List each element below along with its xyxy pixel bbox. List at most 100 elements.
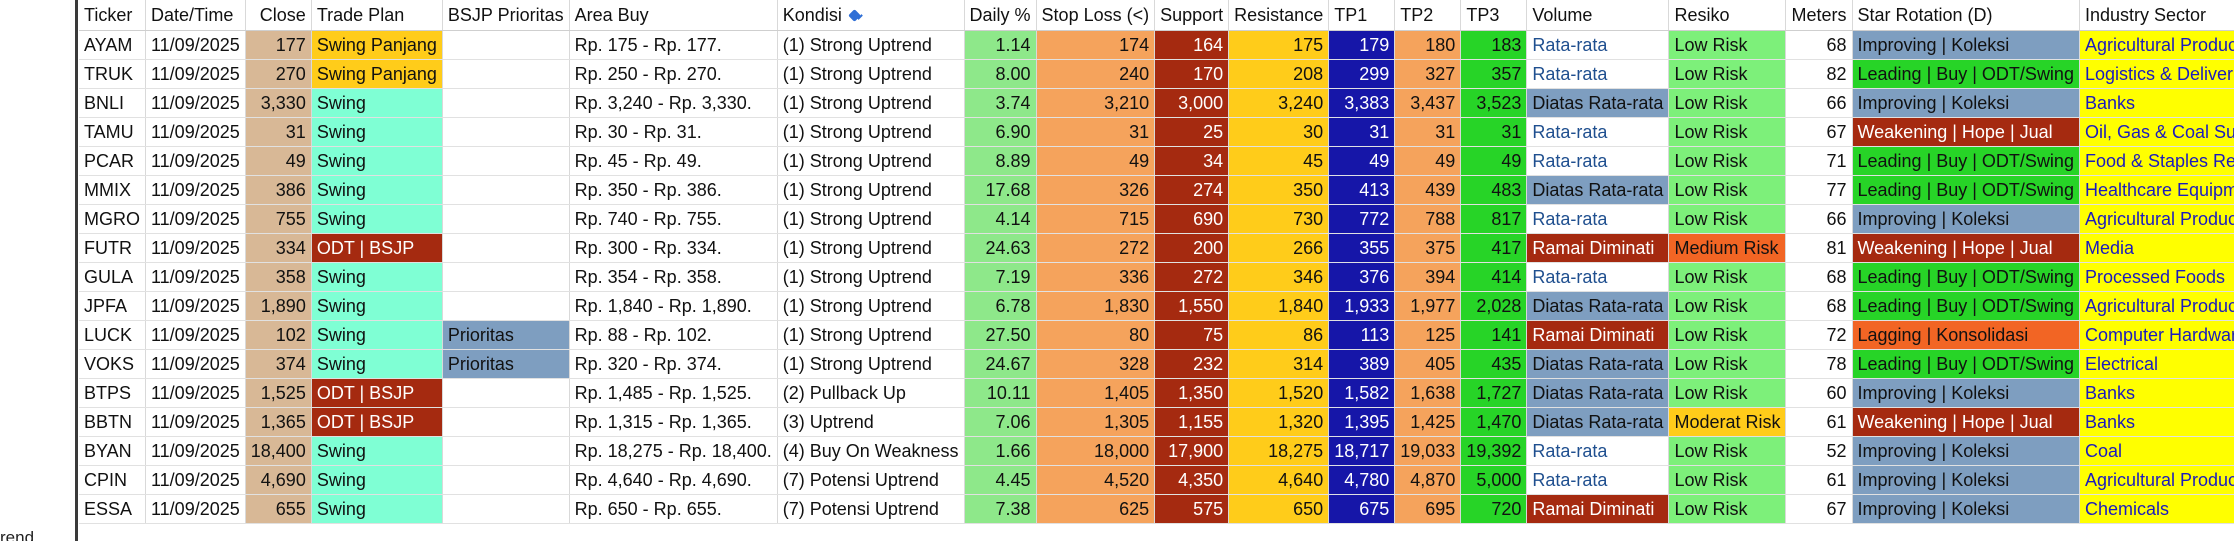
ticker[interactable]: BYAN <box>79 436 146 466</box>
trade-plan-cell[interactable]: Swing <box>311 320 443 350</box>
resiko-cell[interactable]: Low Risk <box>1668 59 1787 89</box>
resiko-cell[interactable]: Moderat Risk <box>1668 407 1787 437</box>
area-buy-cell[interactable]: Rp. 175 - Rp. 177. <box>569 30 778 60</box>
tp1-cell[interactable]: 413 <box>1328 175 1396 205</box>
pane-divider[interactable] <box>75 0 78 541</box>
area-buy-cell[interactable]: Rp. 300 - Rp. 334. <box>569 233 778 263</box>
industry-sector-cell[interactable]: Oil, Gas & Coal Supp <box>2079 117 2234 147</box>
support-cell[interactable]: 170 <box>1154 59 1230 89</box>
star-rotation-cell[interactable]: Improving | Koleksi <box>1852 30 2080 60</box>
column-header-volume[interactable]: Volume <box>1526 0 1670 31</box>
resiko-cell[interactable]: Medium Risk <box>1668 233 1787 263</box>
column-header-industry-sector[interactable]: Industry Sector <box>2079 0 2234 31</box>
table-row[interactable]: JPFA 11/09/2025 1,890 Swing Rp. 1,840 - Rp. … <box>79 291 2234 321</box>
daily-pct-cell[interactable]: 3.74 <box>964 88 1037 118</box>
tp3-cell[interactable]: 817 <box>1460 204 1528 234</box>
volume-cell[interactable]: Diatas Rata-rata <box>1526 349 1670 379</box>
ticker[interactable]: BTPS <box>79 378 146 408</box>
tp1-cell[interactable]: 18,717 <box>1328 436 1396 466</box>
industry-sector-cell[interactable]: Banks <box>2079 378 2234 408</box>
tp2-cell[interactable]: 394 <box>1394 262 1462 292</box>
table-row[interactable]: CPIN 11/09/2025 4,690 Swing Rp. 4,640 - Rp. … <box>79 465 2234 495</box>
table-row[interactable]: PCAR 11/09/2025 49 Swing Rp. 45 - Rp. 49. (1)… <box>79 146 2234 176</box>
resistance-cell[interactable]: 314 <box>1228 349 1330 379</box>
close-cell[interactable]: 334 <box>245 233 312 263</box>
bsjp-cell[interactable] <box>442 117 570 147</box>
stop-loss-cell[interactable]: 272 <box>1036 233 1156 263</box>
table-row[interactable]: ESSA 11/09/2025 655 Swing Rp. 650 - Rp. 655.… <box>79 494 2234 524</box>
area-buy-cell[interactable]: Rp. 18,275 - Rp. 18,400. <box>569 436 778 466</box>
ticker[interactable]: ESSA <box>79 494 146 524</box>
meters-cell[interactable]: 61 <box>1785 407 1853 437</box>
meters-cell[interactable]: 68 <box>1785 262 1853 292</box>
date-cell[interactable]: 11/09/2025 <box>145 291 246 321</box>
kondisi-cell[interactable]: (1) Strong Uptrend <box>777 175 965 205</box>
column-header-ticker[interactable]: Ticker <box>79 0 146 31</box>
tp2-cell[interactable]: 49 <box>1394 146 1462 176</box>
daily-pct-cell[interactable]: 7.19 <box>964 262 1037 292</box>
stop-loss-cell[interactable]: 1,830 <box>1036 291 1156 321</box>
tp3-cell[interactable]: 720 <box>1460 494 1528 524</box>
stop-loss-cell[interactable]: 80 <box>1036 320 1156 350</box>
resistance-cell[interactable]: 86 <box>1228 320 1330 350</box>
tp1-cell[interactable]: 113 <box>1328 320 1396 350</box>
bsjp-cell[interactable] <box>442 146 570 176</box>
bsjp-cell[interactable] <box>442 436 570 466</box>
kondisi-cell[interactable]: (1) Strong Uptrend <box>777 88 965 118</box>
stop-loss-cell[interactable]: 1,405 <box>1036 378 1156 408</box>
area-buy-cell[interactable]: Rp. 30 - Rp. 31. <box>569 117 778 147</box>
volume-cell[interactable]: Rata-rata <box>1526 436 1670 466</box>
kondisi-cell[interactable]: (1) Strong Uptrend <box>777 146 965 176</box>
close-cell[interactable]: 270 <box>245 59 312 89</box>
table-row[interactable]: BYAN 11/09/2025 18,400 Swing Rp. 18,275 - Rp… <box>79 436 2234 466</box>
support-cell[interactable]: 1,155 <box>1154 407 1230 437</box>
trade-plan-cell[interactable]: Swing <box>311 349 443 379</box>
close-cell[interactable]: 18,400 <box>245 436 312 466</box>
meters-cell[interactable]: 68 <box>1785 291 1853 321</box>
trade-plan-cell[interactable]: Swing Panjang <box>311 30 443 60</box>
star-rotation-cell[interactable]: Improving | Koleksi <box>1852 378 2080 408</box>
close-cell[interactable]: 4,690 <box>245 465 312 495</box>
resistance-cell[interactable]: 1,520 <box>1228 378 1330 408</box>
volume-cell[interactable]: Rata-rata <box>1526 204 1670 234</box>
table-row[interactable]: BNLI 11/09/2025 3,330 Swing Rp. 3,240 - Rp. … <box>79 88 2234 118</box>
date-cell[interactable]: 11/09/2025 <box>145 320 246 350</box>
volume-cell[interactable]: Ramai Diminati <box>1526 233 1670 263</box>
volume-cell[interactable]: Rata-rata <box>1526 30 1670 60</box>
volume-cell[interactable]: Diatas Rata-rata <box>1526 407 1670 437</box>
resistance-cell[interactable]: 730 <box>1228 204 1330 234</box>
support-cell[interactable]: 690 <box>1154 204 1230 234</box>
daily-pct-cell[interactable]: 17.68 <box>964 175 1037 205</box>
table-row[interactable]: MGRO 11/09/2025 755 Swing Rp. 740 - Rp. 755.… <box>79 204 2234 234</box>
table-row[interactable]: FUTR 11/09/2025 334 ODT | BSJP Rp. 300 - Rp.… <box>79 233 2234 263</box>
kondisi-cell[interactable]: (4) Buy On Weakness <box>777 436 965 466</box>
resistance-cell[interactable]: 350 <box>1228 175 1330 205</box>
trade-plan-cell[interactable]: Swing <box>311 146 443 176</box>
column-header-tp3[interactable]: TP3 <box>1460 0 1528 31</box>
support-cell[interactable]: 34 <box>1154 146 1230 176</box>
close-cell[interactable]: 386 <box>245 175 312 205</box>
meters-cell[interactable]: 61 <box>1785 465 1853 495</box>
close-cell[interactable]: 102 <box>245 320 312 350</box>
ticker[interactable]: MMIX <box>79 175 146 205</box>
tp1-cell[interactable]: 179 <box>1328 30 1396 60</box>
close-cell[interactable]: 755 <box>245 204 312 234</box>
industry-sector-cell[interactable]: Processed Foods <box>2079 262 2234 292</box>
tp3-cell[interactable]: 483 <box>1460 175 1528 205</box>
tp3-cell[interactable]: 414 <box>1460 262 1528 292</box>
stop-loss-cell[interactable]: 240 <box>1036 59 1156 89</box>
tp3-cell[interactable]: 49 <box>1460 146 1528 176</box>
resistance-cell[interactable]: 45 <box>1228 146 1330 176</box>
star-rotation-cell[interactable]: Leading | Buy | ODT/Swing <box>1852 262 2080 292</box>
volume-cell[interactable]: Rata-rata <box>1526 117 1670 147</box>
stop-loss-cell[interactable]: 336 <box>1036 262 1156 292</box>
tp1-cell[interactable]: 31 <box>1328 117 1396 147</box>
resistance-cell[interactable]: 650 <box>1228 494 1330 524</box>
trade-plan-cell[interactable]: ODT | BSJP <box>311 407 443 437</box>
support-cell[interactable]: 575 <box>1154 494 1230 524</box>
tp1-cell[interactable]: 1,395 <box>1328 407 1396 437</box>
area-buy-cell[interactable]: Rp. 1,840 - Rp. 1,890. <box>569 291 778 321</box>
trade-plan-cell[interactable]: Swing <box>311 117 443 147</box>
date-cell[interactable]: 11/09/2025 <box>145 262 246 292</box>
meters-cell[interactable]: 66 <box>1785 88 1853 118</box>
